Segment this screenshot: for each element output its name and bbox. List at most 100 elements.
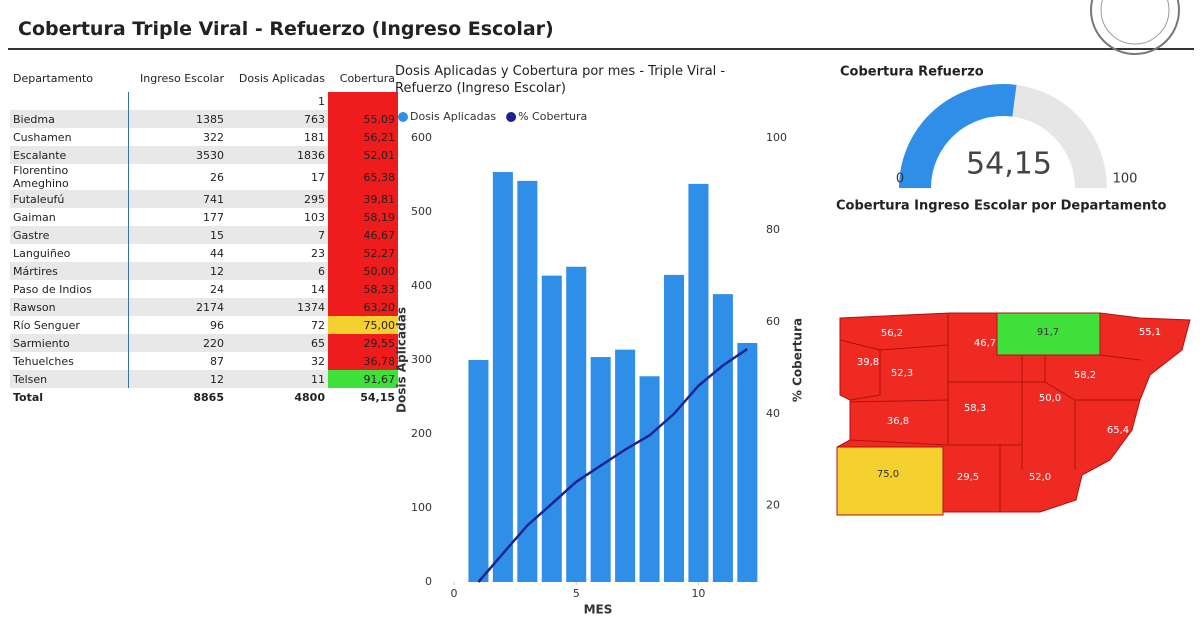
- map-label: 65,4: [1107, 425, 1129, 436]
- table-row: Biedma 1385 763 55,09: [10, 110, 398, 128]
- table-cell: 52,01: [328, 146, 398, 164]
- x-tick-label: 0: [451, 587, 458, 600]
- gauge-min: 0: [896, 172, 904, 187]
- table-cell: Rawson: [10, 298, 129, 316]
- table-cell: 46,67: [328, 226, 398, 244]
- total-row: Total 8865 4800 54,15: [10, 388, 398, 406]
- bar: [688, 183, 709, 582]
- table-cell: Futaleufú: [10, 190, 129, 208]
- header-row: Departamento Ingreso Escolar Dosis Aplicad…: [10, 64, 398, 92]
- table-cell: 56,21: [328, 128, 398, 146]
- bar: [468, 360, 489, 582]
- gauge-track: [1012, 84, 1107, 188]
- line: [477, 347, 749, 583]
- table-cell: Paso de Indios: [10, 280, 129, 298]
- table-cell: 12: [128, 262, 227, 280]
- total-cell: 54,15: [328, 388, 398, 406]
- x-axis-label: MES: [584, 603, 613, 617]
- table-row: Rawson 2174 1374 63,20: [10, 298, 398, 316]
- gauge-fill: [899, 83, 1017, 188]
- table-cell: 91,67: [328, 370, 398, 388]
- table-cell: 75,00: [328, 316, 398, 334]
- bar: [517, 180, 538, 583]
- table-cell: Mártires: [10, 262, 129, 280]
- table-cell: 220: [128, 334, 227, 352]
- map-label: 58,2: [1074, 370, 1096, 381]
- table-row: Telsen 12 11 91,67: [10, 370, 398, 388]
- table-cell: 763: [227, 110, 328, 128]
- column-header: Dosis Aplicadas: [238, 71, 325, 85]
- legend-swatch: [398, 112, 408, 122]
- table-row: Languiñeo 44 23 52,27: [10, 244, 398, 262]
- table-cell: 36,78: [328, 352, 398, 370]
- table-cell: 52,27: [328, 244, 398, 262]
- map-label: 46,7: [974, 338, 996, 349]
- map-label: 39,8: [857, 357, 879, 368]
- table-row: Tehuelches 87 32 36,78: [10, 352, 398, 370]
- table-cell: 96: [210, 318, 224, 332]
- bar: [712, 294, 733, 582]
- y-tick-label: 300: [411, 353, 432, 366]
- table-cell: 65: [227, 334, 328, 352]
- table-cell: 63,20: [328, 298, 398, 316]
- bar: [541, 275, 562, 582]
- legend-label: % Cobertura: [518, 110, 587, 123]
- table-cell: 58,33: [328, 280, 398, 298]
- table-cell: 322: [203, 130, 224, 144]
- map-label: 36,8: [887, 416, 909, 427]
- table-cell: Escalante: [10, 146, 129, 164]
- table-cell: 58,19: [328, 208, 398, 226]
- table-cell: 17: [311, 170, 325, 184]
- table-cell: 44: [210, 246, 224, 260]
- bar: [615, 349, 636, 582]
- table-row: Florentino Ameghino 26 17 65,38: [10, 164, 398, 190]
- emblem: [1090, 0, 1180, 55]
- map-label: 55,1: [1139, 327, 1161, 338]
- table-cell: 1374: [227, 298, 328, 316]
- table-cell: 87: [210, 354, 224, 368]
- table-cell: 1385: [128, 110, 227, 128]
- total-cell: 4800: [227, 388, 328, 406]
- table-cell: 65,38: [328, 164, 398, 190]
- y2-tick-label: 20: [766, 499, 780, 512]
- table-cell: 1: [318, 94, 325, 108]
- table-cell: Tehuelches: [10, 352, 129, 370]
- table-cell: [328, 92, 398, 110]
- table-cell: 29,55: [328, 334, 398, 352]
- table-cell: 50,00: [328, 262, 398, 280]
- table-cell: Florentino Ameghino: [10, 164, 129, 190]
- map-label: 91,7: [1037, 327, 1059, 338]
- table-cell: 181: [304, 130, 325, 144]
- bar: [590, 357, 611, 582]
- table-cell: Gaiman: [10, 208, 129, 226]
- table-cell: 7: [227, 226, 328, 244]
- map-label: 29,5: [957, 472, 979, 483]
- data-table: Departamento Ingreso Escolar Dosis Aplicad…: [10, 64, 398, 406]
- map-label: 56,2: [881, 328, 903, 339]
- table-cell: Río Senguer: [10, 316, 129, 334]
- y2-tick-label: 40: [766, 407, 780, 420]
- table-cell: 72: [311, 318, 325, 332]
- y-tick-label: 0: [425, 575, 432, 588]
- table-cell: Telsen: [10, 370, 129, 388]
- gauge-value: 54,15: [966, 147, 1052, 182]
- column-header: Departamento: [13, 71, 94, 85]
- table-cell: Sarmiento: [10, 334, 129, 352]
- gauge-max: 100: [1113, 172, 1138, 187]
- page-title: Cobertura Triple Viral - Refuerzo (Ingre…: [18, 18, 554, 40]
- table-cell: 15: [128, 226, 227, 244]
- table-cell: Cushamen: [10, 128, 129, 146]
- total-cell: Total: [10, 388, 128, 406]
- title-rule: [8, 48, 1194, 50]
- table-cell: 2174: [128, 298, 227, 316]
- y2-tick-label: 100: [766, 131, 787, 144]
- y-tick-label: 100: [411, 501, 432, 514]
- table-cell: 55,09: [328, 110, 398, 128]
- table-cell: 177: [203, 210, 224, 224]
- total-cell: 8865: [128, 388, 227, 406]
- table-cell: 14: [311, 282, 325, 296]
- table-row: Gaiman 177 103 58,19: [10, 208, 398, 226]
- table-cell: 39,81: [328, 190, 398, 208]
- table-cell: Biedma: [10, 110, 129, 128]
